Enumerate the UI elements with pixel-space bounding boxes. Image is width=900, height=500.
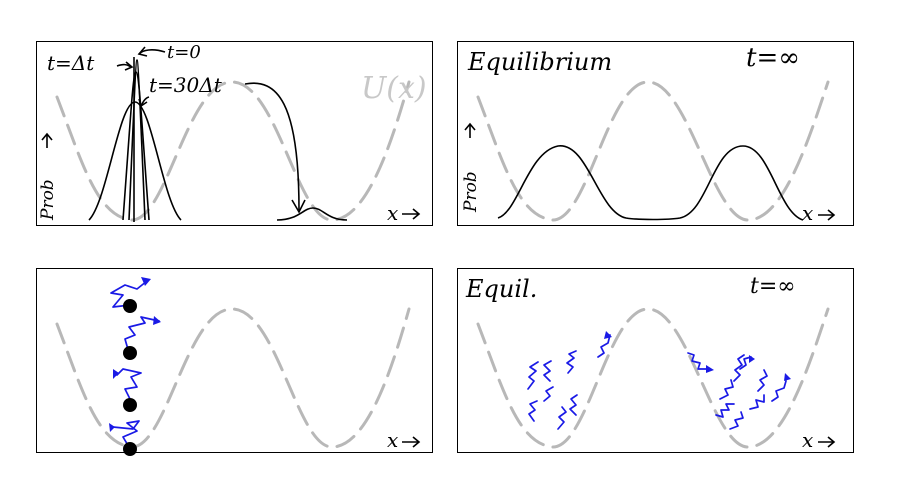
random-walk-squiggle xyxy=(715,403,735,418)
y-axis-arrow xyxy=(41,132,53,148)
random-walk-trail xyxy=(116,368,142,402)
random-walk-squiggle xyxy=(566,350,577,374)
x-axis-arrow xyxy=(818,436,836,448)
y-axis-arrow xyxy=(464,122,476,138)
random-walk-squiggle xyxy=(557,406,567,430)
x-axis-arrow xyxy=(402,208,421,220)
x-axis-label: x xyxy=(387,428,398,452)
random-walk-squiggle xyxy=(527,361,539,390)
x-axis-arrow xyxy=(402,436,421,448)
time-label: t=∞ xyxy=(750,274,796,299)
double-well-potential xyxy=(476,307,830,449)
arrow-t0-head xyxy=(137,46,148,57)
random-walk-squiggle xyxy=(569,394,578,416)
title-label: Equilibrium xyxy=(467,48,612,76)
random-walk-squiggle xyxy=(543,360,552,382)
x-axis-label: x xyxy=(802,428,813,452)
arrow-to-right-well-head xyxy=(291,199,306,214)
random-walk-squiggle xyxy=(733,354,745,382)
random-walk-trail xyxy=(110,280,148,308)
label-t-30dt: t=30Δt xyxy=(149,73,223,97)
label-t-dt: t=Δt xyxy=(47,51,95,75)
random-walk-squiggle xyxy=(757,369,768,392)
random-walk-squiggle xyxy=(597,334,611,358)
random-walk-squiggle xyxy=(687,352,707,370)
double-well-potential xyxy=(55,80,411,222)
panel-particles-svg: x xyxy=(55,277,421,456)
random-walk-arrowhead xyxy=(784,373,791,381)
particle xyxy=(123,398,137,412)
y-axis-label: Prob xyxy=(461,171,481,213)
random-walk-trail xyxy=(112,420,140,448)
prob-bump-right-well xyxy=(276,207,348,221)
random-walk-arrowhead xyxy=(153,316,161,325)
random-walk-squiggle xyxy=(739,356,752,370)
panel-equilibrium-svg: Equilibrium t=∞ Prob x xyxy=(461,43,836,225)
y-axis-label: Prob xyxy=(38,179,58,221)
random-walk-arrowhead xyxy=(749,355,755,363)
random-walk-arrowhead xyxy=(109,423,115,432)
x-axis-label: x xyxy=(802,201,813,225)
random-walk-squiggle xyxy=(719,379,734,400)
particle xyxy=(123,299,137,313)
random-walk-arrowhead xyxy=(141,277,151,286)
random-walk-arrowhead xyxy=(113,369,119,379)
random-walk-trail xyxy=(124,316,160,354)
prob-curve-t30dt xyxy=(88,101,182,221)
prob-curve-t0 xyxy=(128,59,146,221)
prob-curve-tdt xyxy=(122,71,150,221)
random-walk-arrowhead xyxy=(706,365,714,373)
equilibrium-prob-curve xyxy=(497,145,804,221)
double-well-potential xyxy=(476,80,830,222)
panel-initial-distribution: t=Δt t=0 t=30Δt U(x) Prob x xyxy=(36,41,433,226)
label-potential: U(x) xyxy=(361,71,427,106)
label-t-0: t=0 xyxy=(167,42,201,63)
random-walk-squiggle xyxy=(543,386,554,402)
arrow-t30dt-head xyxy=(138,98,148,108)
particle xyxy=(123,346,137,360)
x-axis-label: x xyxy=(387,201,398,225)
x-axis-arrow xyxy=(818,209,836,221)
panel-initial-particles: x xyxy=(36,268,433,456)
title-label: Equil. xyxy=(465,275,537,303)
random-walk-arrowhead xyxy=(604,331,612,339)
panel-equilibrium-distribution: Equilibrium t=∞ Prob x xyxy=(457,41,854,226)
random-walk-squiggle xyxy=(729,411,744,430)
panel-equilibrium-particles: Equil. t=∞ x xyxy=(457,268,854,453)
double-well-potential xyxy=(55,307,411,449)
particle xyxy=(123,442,137,456)
random-walk-squiggle xyxy=(771,380,787,402)
panel-initial-svg: t=Δt t=0 t=30Δt U(x) Prob x xyxy=(38,42,427,225)
panel-equilibrium-particles-svg: Equil. t=∞ x xyxy=(465,274,836,452)
random-walk-squiggle xyxy=(749,394,765,410)
random-walk-squiggle xyxy=(528,400,538,422)
arrow-to-right-well xyxy=(244,82,300,211)
arrow-tdt-head xyxy=(124,61,134,71)
time-label: t=∞ xyxy=(746,43,800,73)
